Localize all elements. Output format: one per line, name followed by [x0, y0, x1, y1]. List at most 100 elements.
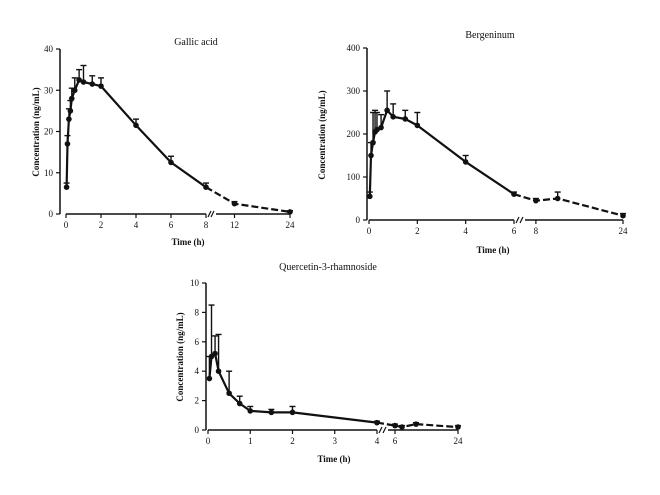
x-tick-label: 2 — [99, 220, 104, 230]
data-point — [289, 409, 296, 416]
y-tick-label: 0 — [195, 425, 200, 435]
x-tick-label: 1 — [248, 436, 253, 446]
x-tick-label: 3 — [333, 436, 338, 446]
data-point — [374, 126, 380, 133]
data-point — [63, 184, 70, 190]
chart-title: Bergeninum — [465, 30, 514, 41]
x-tick-label: 4 — [134, 220, 139, 230]
axis-break-mark — [210, 210, 215, 218]
y-axis-title: Concentration (ng/mL) — [175, 312, 185, 401]
data-point — [206, 375, 213, 382]
chart-title: Gallic acid — [174, 37, 218, 48]
series-line — [368, 109, 515, 197]
data-point — [80, 79, 87, 85]
x-axis-title: Time (h) — [476, 245, 509, 255]
data-point — [368, 152, 374, 159]
x-tick-label: 0 — [206, 436, 211, 446]
data-point — [390, 114, 396, 120]
chart-title: Quercetin-3-rhamnoside — [279, 262, 377, 273]
y-tick-label: 300 — [347, 86, 361, 96]
y-tick-label: 200 — [347, 129, 361, 139]
data-point — [203, 184, 209, 190]
x-tick-label: 6 — [512, 226, 517, 236]
y-tick-label: 6 — [195, 337, 200, 347]
data-point — [89, 81, 96, 87]
data-point — [413, 421, 419, 427]
y-tick-label: 10 — [44, 168, 54, 178]
y-tick-label: 2 — [195, 396, 200, 406]
data-point — [66, 116, 72, 122]
data-point — [231, 200, 238, 207]
x-tick-label: 24 — [286, 220, 296, 230]
y-tick-label: 4 — [195, 366, 200, 376]
x-tick-label: 4 — [375, 436, 380, 446]
data-point — [71, 87, 78, 94]
x-tick-label: 24 — [454, 436, 464, 446]
data-point — [133, 122, 139, 129]
data-point — [370, 139, 376, 146]
y-tick-label: 40 — [44, 44, 54, 54]
panel-bergeninum: Bergeninum Concentration (ng/mL) Time (h… — [317, 30, 628, 255]
axis-break-mark — [382, 426, 387, 434]
x-tick-label: 8 — [534, 226, 539, 236]
data-point — [67, 108, 74, 114]
data-point — [402, 116, 409, 122]
panel-gallic-acid: Gallic acid Concentration (ng/mL) Time (… — [31, 37, 295, 247]
y-tick-label: 20 — [44, 127, 54, 137]
x-tick-label: 0 — [367, 226, 372, 236]
y-axis-title: Concentration (ng/mL) — [317, 90, 327, 179]
y-tick-label: 8 — [195, 307, 200, 317]
data-point — [247, 408, 254, 414]
series-line — [513, 193, 624, 217]
data-point — [366, 193, 373, 200]
x-tick-label: 0 — [64, 220, 69, 230]
y-tick-label: 0 — [49, 209, 54, 219]
y-tick-label: 100 — [347, 172, 361, 182]
x-tick-label: 12 — [230, 220, 239, 230]
data-point — [384, 107, 390, 114]
data-point — [533, 197, 539, 204]
data-point — [226, 390, 232, 397]
series-line — [65, 78, 207, 189]
x-axis-title: Time (h) — [317, 454, 350, 464]
data-point — [268, 409, 275, 416]
x-tick-label: 8 — [204, 220, 209, 230]
x-tick-label: 2 — [290, 436, 295, 446]
data-point — [399, 424, 405, 430]
axis-break-mark — [519, 216, 524, 224]
data-point — [98, 83, 104, 89]
data-point — [168, 159, 174, 166]
y-tick-label: 0 — [356, 215, 361, 225]
x-tick-label: 2 — [415, 226, 420, 236]
data-point — [374, 419, 380, 426]
data-point — [620, 212, 626, 219]
series-line — [205, 186, 291, 213]
data-point — [212, 350, 218, 357]
axis-break-mark — [378, 426, 383, 434]
x-tick-label: 6 — [169, 220, 174, 230]
data-point — [511, 191, 517, 197]
axis-break-mark — [515, 216, 520, 224]
x-axis-title: Time (h) — [171, 237, 204, 247]
axis-break-mark — [207, 210, 212, 218]
data-point — [554, 195, 561, 202]
data-point — [378, 124, 384, 131]
y-tick-label: 10 — [190, 278, 200, 288]
panel-quercetin-3-rhamnoside: Quercetin-3-rhamnoside Concentration (ng… — [175, 262, 463, 464]
data-point — [455, 424, 461, 430]
y-tick-label: 30 — [44, 85, 54, 95]
data-point — [414, 122, 421, 129]
data-point — [287, 209, 293, 215]
data-point — [215, 368, 222, 375]
x-tick-label: 24 — [619, 226, 629, 236]
data-point — [76, 77, 82, 83]
data-point — [64, 141, 71, 147]
y-tick-label: 400 — [347, 43, 361, 53]
x-tick-label: 6 — [393, 436, 398, 446]
data-point — [462, 159, 469, 165]
data-point — [68, 95, 75, 102]
